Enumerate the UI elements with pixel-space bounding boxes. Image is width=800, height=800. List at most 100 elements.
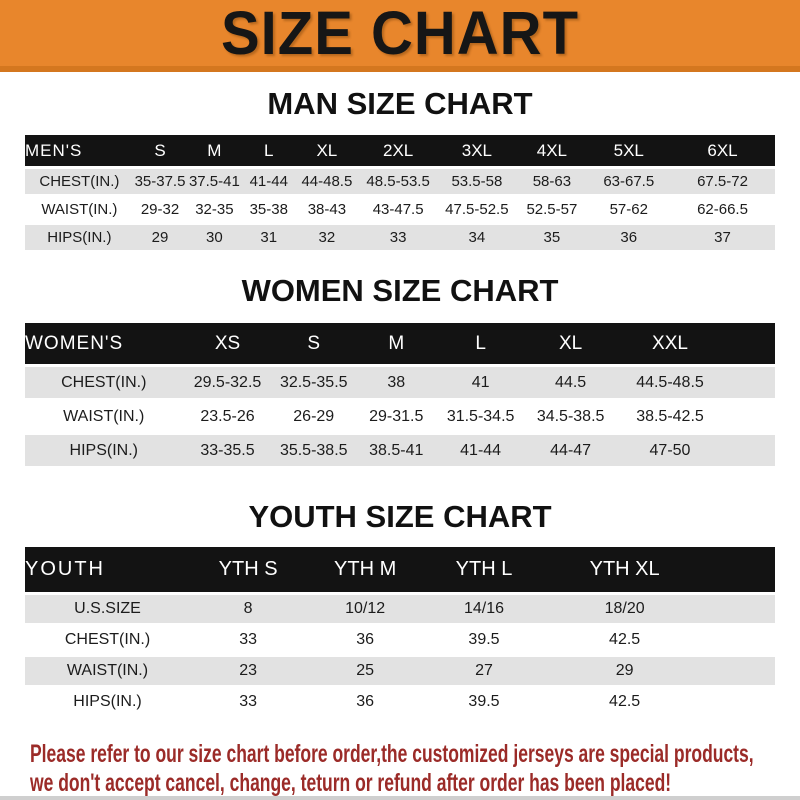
footer-line-1: Please refer to our size chart before or… — [30, 740, 754, 768]
youth-hips-row: HIPS(IN.) 33 36 39.5 42.5 — [25, 686, 775, 719]
row-filler — [705, 686, 775, 719]
women-waist-row: WAIST(IN.) 23.5-26 26-29 29-31.5 31.5-34… — [25, 399, 775, 435]
size-value: 42.5 — [544, 686, 706, 719]
row-label: HIPS(IN.) — [25, 686, 190, 719]
size-value: 57-62 — [587, 195, 670, 225]
size-value: 38.5-41 — [355, 433, 438, 469]
men-section-heading: MAN SIZE CHART — [267, 86, 533, 121]
row-filler — [722, 433, 775, 469]
women-column-header: XS — [182, 323, 273, 367]
women-header-row: WOMEN'S XS S M L XL XXL — [25, 323, 775, 367]
size-value: 32.5-35.5 — [272, 365, 355, 401]
size-value: 37.5-41 — [186, 167, 243, 197]
size-value: 41-44 — [437, 433, 524, 469]
size-value: 33 — [358, 223, 438, 253]
size-value: 29-32 — [133, 195, 187, 225]
row-label: WAIST(IN.) — [25, 655, 190, 688]
row-filler — [705, 593, 775, 626]
men-column-header: M — [186, 135, 243, 169]
size-value: 32-35 — [186, 195, 243, 225]
men-column-header: L — [242, 135, 295, 169]
header-filler — [705, 547, 775, 595]
size-value: 63-67.5 — [587, 167, 670, 197]
youth-waist-row: WAIST(IN.) 23 25 27 29 — [25, 655, 775, 688]
men-waist-row: WAIST(IN.) 29-32 32-35 35-38 38-43 43-47… — [25, 195, 775, 225]
size-value: 23 — [190, 655, 307, 688]
size-value: 29.5-32.5 — [182, 365, 273, 401]
size-value: 23.5-26 — [182, 399, 273, 435]
women-column-header: S — [272, 323, 355, 367]
size-value: 8 — [190, 593, 307, 626]
row-label: WAIST(IN.) — [25, 195, 134, 225]
size-value: 41-44 — [242, 167, 295, 197]
women-column-header: XL — [523, 323, 618, 367]
size-value: 25 — [306, 655, 424, 688]
size-value: 34.5-38.5 — [523, 399, 618, 435]
size-value: 29-31.5 — [355, 399, 438, 435]
men-column-header: 3XL — [437, 135, 517, 169]
men-table-label: MEN'S — [25, 135, 134, 169]
size-value: 36 — [306, 624, 424, 657]
row-label: HIPS(IN.) — [25, 433, 183, 469]
women-table-label: WOMEN'S — [25, 323, 183, 367]
size-value: 37 — [670, 223, 775, 253]
size-value: 52.5-57 — [516, 195, 588, 225]
women-chest-row: CHEST(IN.) 29.5-32.5 32.5-35.5 38 41 44.… — [25, 365, 775, 401]
size-value: 33 — [190, 686, 307, 719]
size-value: 30 — [186, 223, 243, 253]
header-filler — [722, 323, 775, 367]
size-value: 42.5 — [544, 624, 706, 657]
size-value: 31.5-34.5 — [437, 399, 524, 435]
youth-table-label: YOUTH — [25, 547, 190, 595]
size-value: 29 — [544, 655, 706, 688]
row-label: CHEST(IN.) — [25, 167, 134, 197]
size-value: 18/20 — [544, 593, 706, 626]
banner-title: SIZE CHART — [221, 0, 579, 68]
size-value: 47.5-52.5 — [437, 195, 517, 225]
size-value: 33-35.5 — [182, 433, 273, 469]
youth-section-heading: YOUTH SIZE CHART — [248, 499, 552, 534]
youth-size-table: YOUTH YTH S YTH M YTH L YTH XL U.S.SIZE … — [25, 547, 775, 719]
youth-header-row: YOUTH YTH S YTH M YTH L YTH XL — [25, 547, 775, 595]
size-value: 31 — [242, 223, 295, 253]
size-value: 36 — [587, 223, 670, 253]
men-column-header: S — [133, 135, 187, 169]
women-column-header: L — [437, 323, 524, 367]
size-value: 26-29 — [272, 399, 355, 435]
men-column-header: 5XL — [587, 135, 670, 169]
youth-column-header: YTH L — [424, 547, 544, 595]
size-value: 33 — [190, 624, 307, 657]
youth-column-header: YTH XL — [544, 547, 706, 595]
size-value: 39.5 — [424, 624, 544, 657]
men-size-table: MEN'S S M L XL 2XL 3XL 4XL 5XL 6XL CHEST… — [25, 135, 775, 253]
men-header-row: MEN'S S M L XL 2XL 3XL 4XL 5XL 6XL — [25, 135, 775, 169]
youth-ussize-row: U.S.SIZE 8 10/12 14/16 18/20 — [25, 593, 775, 626]
women-section-heading: WOMEN SIZE CHART — [241, 273, 559, 308]
size-value: 67.5-72 — [670, 167, 775, 197]
row-label: CHEST(IN.) — [25, 624, 190, 657]
size-value: 29 — [133, 223, 187, 253]
size-value: 44-47 — [523, 433, 618, 469]
size-value: 53.5-58 — [437, 167, 517, 197]
women-hips-row: HIPS(IN.) 33-35.5 35.5-38.5 38.5-41 41-4… — [25, 433, 775, 469]
size-value: 58-63 — [516, 167, 588, 197]
row-filler — [705, 624, 775, 657]
row-label: WAIST(IN.) — [25, 399, 183, 435]
row-label: HIPS(IN.) — [25, 223, 134, 253]
size-value: 48.5-53.5 — [358, 167, 438, 197]
men-column-header: 2XL — [358, 135, 438, 169]
men-column-header: 6XL — [670, 135, 775, 169]
size-value: 14/16 — [424, 593, 544, 626]
size-value: 44.5 — [523, 365, 618, 401]
size-value: 43-47.5 — [358, 195, 438, 225]
men-column-header: 4XL — [516, 135, 588, 169]
size-value: 38-43 — [295, 195, 359, 225]
size-value: 35-37.5 — [133, 167, 187, 197]
row-filler — [722, 365, 775, 401]
size-value: 38.5-42.5 — [617, 399, 723, 435]
size-value: 34 — [437, 223, 517, 253]
men-column-header: XL — [295, 135, 359, 169]
women-column-header: XXL — [617, 323, 723, 367]
size-value: 27 — [424, 655, 544, 688]
size-value: 47-50 — [617, 433, 723, 469]
